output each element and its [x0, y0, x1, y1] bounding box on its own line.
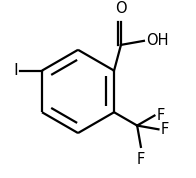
Text: F: F [156, 108, 165, 123]
Text: O: O [115, 1, 127, 16]
Text: F: F [137, 152, 145, 167]
Text: F: F [161, 122, 169, 137]
Text: OH: OH [146, 33, 168, 48]
Text: I: I [13, 63, 18, 78]
